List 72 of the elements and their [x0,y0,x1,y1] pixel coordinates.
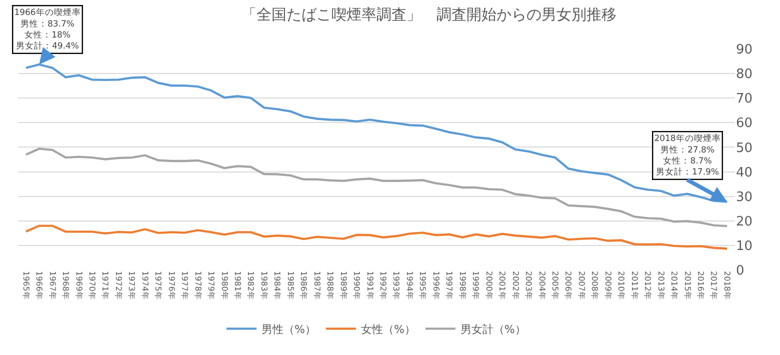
x-tick-label: 1998年 [458,271,467,300]
x-tick-label: 1969年 [74,271,84,300]
y-tick-label: 50 [736,140,753,156]
x-tick-label: 1973年 [127,271,136,300]
x-tick-label: 1999年 [471,271,480,300]
y-tick-label: 60 [736,116,753,132]
x-tick-label: 2016年 [696,271,706,300]
x-tick-label: 1966年 [34,271,44,300]
y-tick-label: 80 [736,67,753,82]
x-tick-label: 2008年 [590,271,600,300]
annotation: 2018年の喫煙率男性：27.8%女性：8.7%男女計：17.9% [654,133,721,178]
x-tick-label: 2018年 [722,271,732,300]
x-tick-label: 2010年 [616,271,626,300]
x-tick-label: 1995年 [418,271,428,300]
x-tick-label: 1979年 [206,271,216,300]
y-tick-label: 10 [736,238,753,254]
x-tick-label: 2006年 [564,271,573,300]
x-tick-label: 1965年 [21,271,30,300]
x-tick-label: 2002年 [510,271,520,300]
x-tick-label: 2013年 [656,271,666,300]
x-tick-label: 1971年 [100,271,110,300]
x-tick-label: 1987年 [312,271,322,300]
x-tick-label: 1982年 [246,271,256,300]
y-tick-label: 30 [736,190,753,205]
x-tick-label: 1994年 [404,271,414,300]
x-tick-label: 1990年 [352,271,362,300]
x-tick-label: 2012年 [643,271,652,300]
chart-title: 「全国たばこ喫煙率調査」 調査開始からの男女別推移 [242,5,616,24]
x-tick-label: 1968年 [61,271,70,300]
x-tick-label: 2009年 [603,271,612,300]
x-tick-label: 1974年 [140,271,150,300]
x-tick-label: 1986年 [299,271,308,300]
x-tick-label: 1975年 [154,271,163,300]
x-tick-label: 1981年 [233,271,242,300]
x-tick-label: 1988年 [326,271,335,300]
x-tick-label: 1984年 [272,271,282,300]
x-tick-label: 1997年 [444,271,454,300]
x-tick-label: 1996年 [431,271,440,300]
annotation: 1966年の喫煙率男性：83.7%女性：18%男女計：49.4% [14,7,81,52]
x-tick-label: 1993年 [392,271,401,300]
x-tick-label: 2003年 [524,271,534,300]
x-tick-label: 1991年 [365,271,374,300]
x-tick-label: 2007年 [576,271,586,300]
y-tick-label: 70 [736,92,753,107]
x-tick-label: 2015年 [682,271,692,300]
y-tick-label: 40 [736,165,753,180]
x-tick-label: 1967年 [48,271,57,300]
x-tick-label: 1978年 [193,271,202,300]
x-tick-label: 2011年 [630,271,639,300]
y-tick-label: 90 [736,42,753,58]
x-tick-label: 2014年 [670,271,679,300]
line-series [24,148,728,228]
x-tick-label: 1977年 [180,271,190,300]
x-tick-label: 1983年 [259,271,268,300]
x-tick-label: 2000年 [484,271,494,300]
x-tick-label: 2005年 [550,271,560,300]
x-tick-label: 1985年 [286,271,295,300]
x-tick-label: 1980年 [220,271,229,300]
x-tick-label: 1970年 [87,271,96,300]
x-tick-label: 1976年 [166,271,176,300]
legend-label: 男女計（%） [460,322,526,336]
y-tick-label: 20 [736,214,753,230]
line-series [24,224,728,250]
x-tick-label: 2017年 [709,271,718,300]
y-tick-label: 0 [736,264,744,279]
x-tick-label: 1972年 [114,271,123,300]
legend-label: 男性（%） [262,322,316,336]
legend-label: 女性（%） [360,322,416,336]
x-tick-label: 1989年 [338,271,348,300]
x-tick-label: 2004年 [537,271,546,300]
x-tick-label: 1992年 [378,271,388,300]
x-tick-label: 2001年 [498,271,507,300]
